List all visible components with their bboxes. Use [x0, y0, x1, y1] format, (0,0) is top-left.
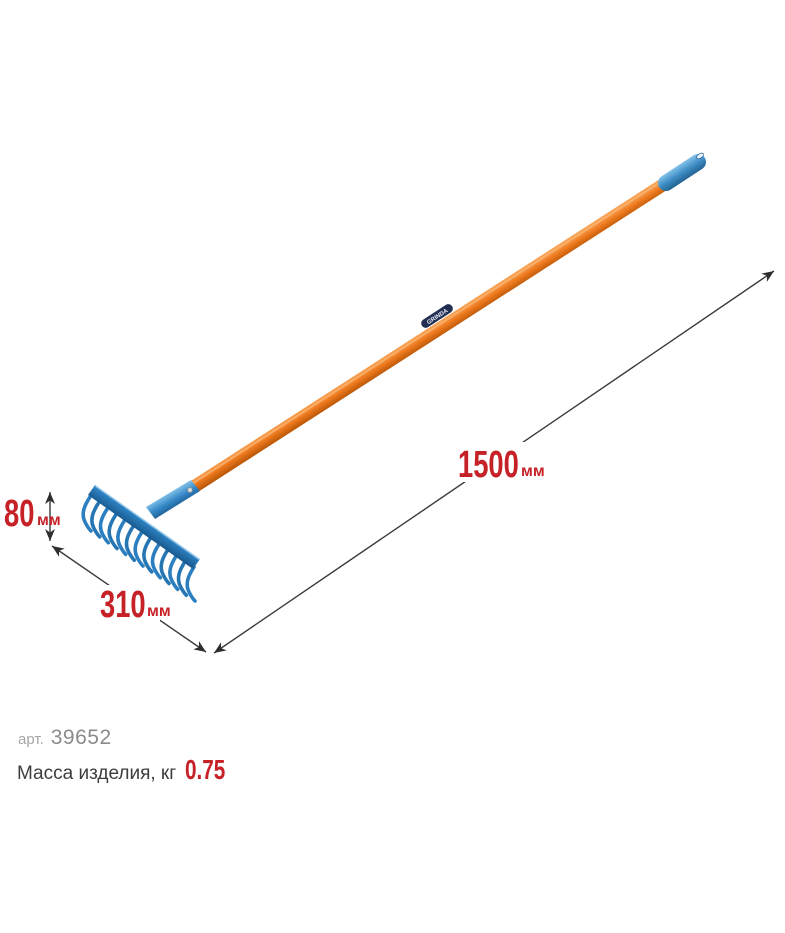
dim-unit: мм [521, 463, 545, 480]
handle-socket [146, 480, 200, 519]
rake-tine [133, 530, 145, 568]
dim-value: 1500 [458, 444, 519, 486]
rake-tine [150, 541, 163, 580]
grip-hang-hole [696, 152, 704, 160]
rake-tine [159, 547, 171, 586]
handle-grip [658, 154, 706, 191]
rake-handle-highlight [186, 175, 671, 488]
rake-tine [142, 535, 154, 574]
dim-label-head-width: 310 мм [96, 584, 171, 626]
rake-tine [90, 500, 102, 539]
mass-line: Масса изделия, кг 0.75 [17, 754, 240, 785]
sku-line: арт. 39652 [18, 726, 112, 750]
mass-label: Масса изделия, кг [17, 763, 177, 784]
dim-label-handle-length: 1500 мм [452, 442, 552, 486]
dim-unit: мм [147, 603, 171, 620]
sku-label: арт. [18, 731, 44, 748]
rake-tine [107, 512, 119, 551]
rake-tine [116, 518, 128, 557]
dim-unit: мм [37, 512, 61, 529]
rake-tine [124, 524, 137, 563]
rake-tine [168, 553, 180, 592]
rake-tine [176, 559, 189, 598]
rake-handle [185, 173, 676, 496]
dim-value: 310 [100, 584, 146, 626]
rake-tine [98, 506, 111, 545]
mass-value: 0.75 [185, 754, 226, 785]
dim-value: 80 [4, 493, 35, 535]
dim-label-head-height: 80 мм [2, 493, 61, 535]
socket-pin [187, 487, 193, 493]
sku-value: 39652 [50, 726, 112, 749]
rake: GRINDA [81, 152, 706, 603]
rake-tine [185, 565, 197, 603]
rake-tine [81, 495, 93, 533]
